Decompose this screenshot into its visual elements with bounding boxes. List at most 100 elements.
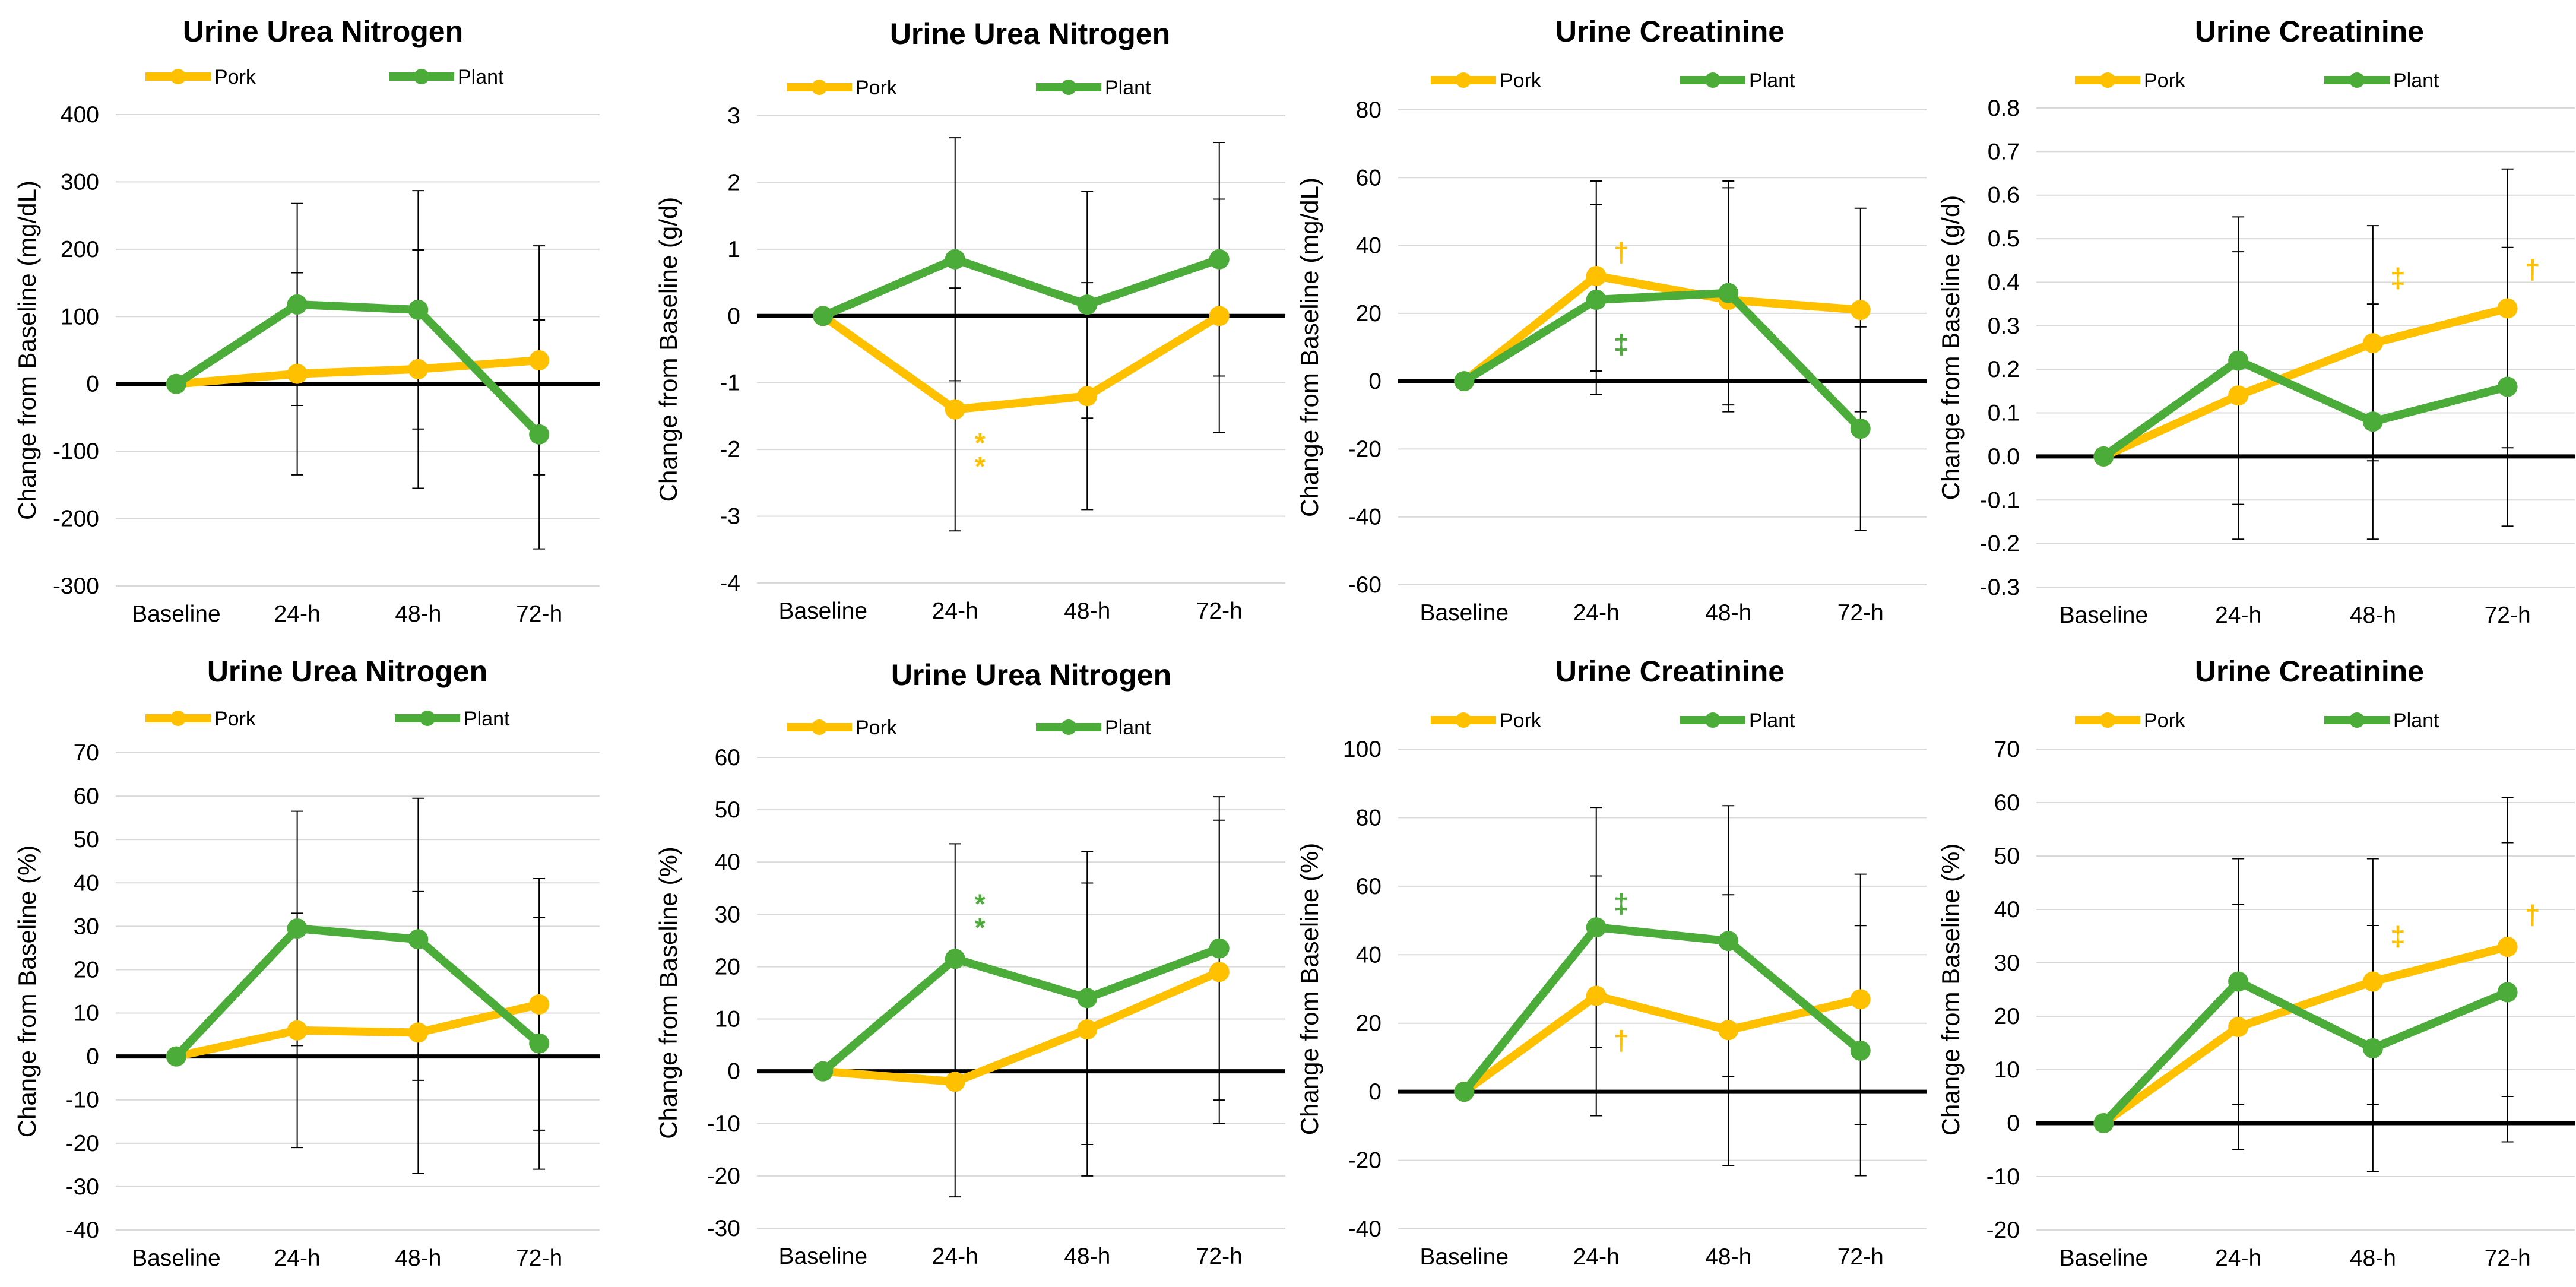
x-tick-label: 72-h (2485, 603, 2531, 628)
legend-label-pork: Pork (856, 77, 898, 99)
y-tick-label: 100 (61, 304, 99, 329)
y-tick-label: 30 (1994, 950, 2020, 976)
y-tick-label: -4 (720, 570, 740, 596)
x-tick-label: 48-h (1705, 1244, 1751, 1270)
data-point-plant (1850, 419, 1871, 439)
data-point-pork (1586, 266, 1607, 286)
x-tick-label: Baseline (2059, 1245, 2149, 1271)
y-axis-label: Change from Baseline (mg/dL) (13, 180, 41, 520)
x-tick-label: 72-h (1837, 600, 1884, 626)
y-tick-label: 0 (1368, 369, 1382, 394)
x-tick-label: 48-h (1064, 1244, 1110, 1269)
series-line-pork (820, 312, 1222, 414)
legend-label-pork: Pork (1500, 709, 1542, 732)
data-point-plant (1077, 294, 1098, 315)
data-point-pork (1209, 962, 1230, 982)
legend-label-plant: Plant (2393, 709, 2439, 732)
y-tick-label: 30 (715, 902, 740, 927)
legend-marker-pork (812, 719, 827, 735)
data-point-plant (287, 294, 308, 315)
x-tick-label: 48-h (2350, 603, 2396, 628)
x-tick-label: 72-h (1837, 1244, 1884, 1270)
y-tick-label: 0 (1368, 1079, 1382, 1105)
y-axis-label: Change from Baseline (g/d) (1937, 195, 1965, 500)
chart-title: Urine Urea Nitrogen (183, 15, 463, 48)
series-line-plant (1460, 923, 1864, 1095)
y-tick-label: -20 (1348, 1148, 1382, 1174)
y-tick-label: 40 (1994, 897, 2020, 923)
data-point-pork (529, 350, 550, 371)
legend-marker-plant (2349, 712, 2365, 728)
chart-title: Urine Urea Nitrogen (207, 655, 487, 688)
legend-marker-plant (1705, 72, 1720, 88)
data-point-plant (1209, 249, 1230, 270)
chart-panel-8: -20 -10 0 10 20 30 40 50 60 70 Change from Baselin… (1937, 655, 2575, 1271)
legend-marker-plant (1705, 712, 1720, 728)
significance-marker: * (975, 912, 986, 943)
y-tick-label: 80 (1356, 805, 1382, 830)
y-tick-label: 70 (1994, 737, 2020, 762)
significance-marker: † (1614, 237, 1629, 268)
x-tick-label: 72-h (2485, 1245, 2531, 1271)
legend-marker-plant (414, 69, 429, 84)
x-tick-label: 48-h (1705, 600, 1751, 626)
x-tick-label: Baseline (778, 598, 867, 624)
data-point-pork (2362, 971, 2383, 992)
y-tick-label: -30 (707, 1216, 740, 1241)
data-point-plant (1850, 1040, 1871, 1061)
y-tick-label: 300 (61, 169, 99, 195)
data-point-pork (2362, 333, 2383, 354)
data-point-pork (945, 399, 965, 420)
series-line-pork (1462, 991, 1862, 1095)
data-point-pork (1209, 306, 1230, 326)
x-tick-label: 24-h (932, 598, 978, 624)
significance-marker: ‡ (2390, 262, 2406, 293)
y-tick-label: 20 (1356, 1011, 1382, 1036)
data-point-plant (408, 929, 429, 950)
y-tick-label: 0.1 (1988, 401, 2020, 426)
data-point-plant (2362, 1038, 2383, 1058)
y-tick-label: -20 (66, 1131, 99, 1156)
data-point-pork (2497, 937, 2518, 957)
data-point-pork (1077, 1019, 1098, 1040)
significance-marker: ‡ (1614, 888, 1629, 919)
data-point-plant (2362, 411, 2383, 432)
y-tick-label: 0.8 (1988, 96, 2020, 121)
data-point-pork (529, 994, 550, 1015)
x-tick-label: 24-h (932, 1244, 978, 1269)
data-point-plant (2497, 982, 2518, 1003)
y-tick-label: -10 (66, 1088, 99, 1113)
y-tick-label: 0.3 (1988, 313, 2020, 339)
data-point-plant (2497, 376, 2518, 397)
x-tick-label: 72-h (516, 601, 562, 627)
y-tick-label: 0.0 (1988, 444, 2020, 470)
data-point-plant (945, 249, 965, 270)
legend-marker-plant (1061, 80, 1076, 95)
data-point-plant (287, 918, 308, 939)
chart-title: Urine Creatinine (2195, 655, 2424, 688)
y-tick-label: 60 (715, 745, 740, 771)
y-axis-label: Change from Baseline (%) (1937, 844, 1965, 1136)
significance-marker: * (975, 889, 986, 920)
data-point-pork (287, 1020, 308, 1041)
chart-panel-4: -0.3 -0.2 -0.1 0.0 0.1 0.2 0.3 0.4 0.5 0.6 0.7 0.8 C… (1937, 15, 2575, 628)
data-point-plant (1454, 371, 1475, 392)
legend-label-pork: Pork (214, 66, 256, 88)
y-tick-label: 200 (61, 237, 99, 262)
data-point-plant (1718, 283, 1739, 303)
legend-label-pork: Pork (214, 708, 256, 730)
data-point-plant (945, 949, 965, 969)
data-point-pork (1718, 1020, 1739, 1041)
legend-marker-plant (1061, 719, 1076, 735)
legend-marker-pork (170, 69, 186, 84)
y-tick-label: 0.4 (1988, 270, 2020, 295)
y-tick-label: -10 (1986, 1164, 2020, 1190)
data-point-plant (408, 299, 429, 320)
data-point-plant (166, 373, 186, 394)
data-point-plant (1077, 988, 1098, 1009)
y-tick-label: -60 (1348, 572, 1382, 598)
data-point-plant (813, 306, 834, 326)
series-line-plant (174, 300, 543, 438)
y-tick-label: 40 (1356, 233, 1382, 259)
